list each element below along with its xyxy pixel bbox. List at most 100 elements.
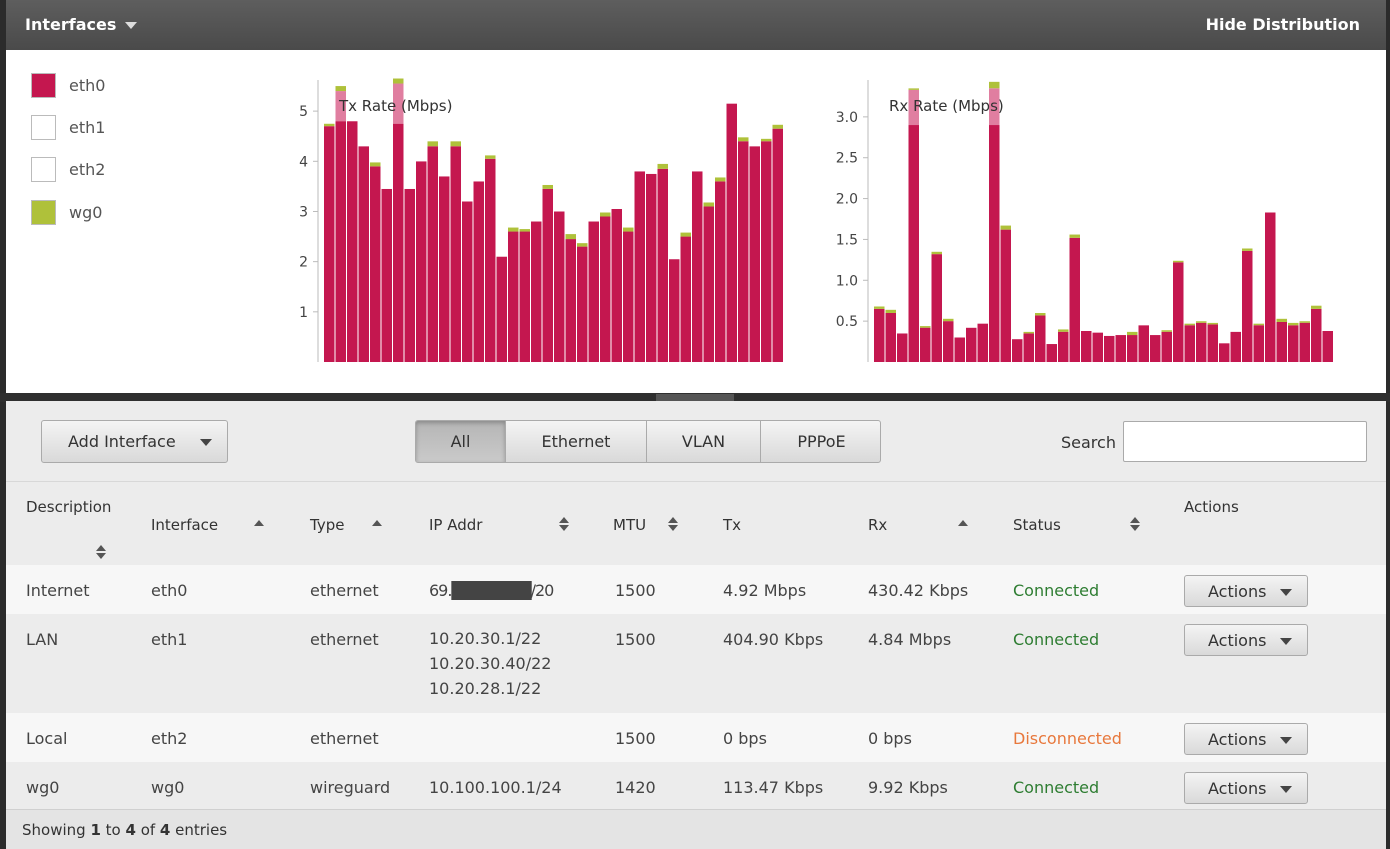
bar-eth0[interactable] (462, 201, 473, 362)
bar-wg0[interactable] (1069, 234, 1081, 238)
bar-eth0[interactable] (772, 128, 784, 362)
bar-eth0[interactable] (565, 239, 577, 362)
bar-eth0[interactable] (1138, 325, 1150, 362)
col-interface[interactable]: Interface (151, 516, 219, 534)
actions-button[interactable]: Actions (1184, 772, 1308, 804)
bar-eth0[interactable] (885, 312, 897, 362)
bar-wg0[interactable] (370, 162, 381, 167)
bar-eth0[interactable] (977, 323, 989, 362)
bar-wg0[interactable] (623, 227, 634, 232)
panel-splitter[interactable] (0, 393, 1390, 402)
bar-wg0[interactable] (761, 138, 772, 142)
bar-eth0[interactable] (1265, 212, 1276, 362)
bar-eth0[interactable] (1058, 331, 1069, 362)
filter-vlan[interactable]: VLAN (647, 421, 761, 462)
bar-wg0[interactable] (577, 243, 588, 247)
bar-wg0[interactable] (680, 232, 692, 237)
bar-eth0[interactable] (1092, 332, 1104, 362)
bar-eth0[interactable] (1207, 324, 1219, 362)
bar-eth0[interactable] (646, 173, 657, 362)
bar-eth0[interactable] (1230, 331, 1242, 362)
bar-wg0[interactable] (324, 123, 335, 127)
bar-eth0[interactable] (1104, 335, 1115, 362)
bar-wg0[interactable] (1242, 248, 1253, 251)
filter-ethernet[interactable]: Ethernet (506, 421, 647, 462)
bar-wg0[interactable] (874, 306, 885, 309)
bar-eth0[interactable] (1035, 315, 1046, 362)
hide-distribution-link[interactable]: Hide Distribution (1205, 15, 1360, 34)
bar-wg0[interactable] (1253, 323, 1265, 326)
bar-eth0[interactable] (1161, 331, 1173, 362)
bar-eth0[interactable] (1046, 344, 1058, 362)
actions-button[interactable]: Actions (1184, 624, 1308, 656)
col-type[interactable]: Type (310, 516, 345, 534)
bar-eth0[interactable] (1311, 308, 1322, 362)
bar-eth0[interactable] (1276, 321, 1288, 362)
bar-wg0[interactable] (1288, 322, 1299, 326)
bar-wg0[interactable] (1184, 323, 1196, 326)
bar-eth0[interactable] (1150, 335, 1161, 362)
filter-pppoe[interactable]: PPPoE (797, 432, 846, 451)
bar-eth0[interactable] (1000, 229, 1012, 362)
bar-eth0[interactable] (416, 161, 427, 362)
bar-wg0[interactable] (1196, 321, 1207, 323)
bar-eth0[interactable] (761, 141, 772, 362)
bar-wg0[interactable] (1173, 260, 1184, 263)
bar-wg0[interactable] (1035, 312, 1046, 316)
bar-eth0[interactable] (1299, 322, 1311, 362)
bar-wg0[interactable] (335, 86, 347, 92)
bar-eth0[interactable] (1184, 325, 1196, 362)
bar-wg0[interactable] (600, 212, 611, 217)
bar-wg0[interactable] (908, 88, 920, 90)
bar-eth0[interactable] (738, 141, 749, 362)
bar-eth0[interactable] (634, 171, 646, 362)
bar-eth0[interactable] (669, 259, 680, 362)
bar-wg0[interactable] (542, 184, 554, 189)
col-status[interactable]: Status (1013, 516, 1061, 534)
bar-wg0[interactable] (920, 326, 931, 328)
bar-eth0[interactable] (966, 327, 977, 362)
bar-eth0[interactable] (954, 337, 966, 362)
bar-eth0[interactable] (920, 327, 931, 362)
bar-wg0[interactable] (1299, 321, 1311, 323)
bar-wg0[interactable] (885, 309, 897, 313)
bar-wg0[interactable] (1276, 318, 1288, 322)
chevron-down-icon[interactable] (125, 22, 137, 29)
bar-eth0-highlight[interactable] (908, 89, 920, 126)
bar-eth0[interactable] (943, 321, 954, 362)
bar-eth0[interactable] (1127, 335, 1138, 362)
bar-eth0[interactable] (1288, 325, 1299, 362)
bar-eth0[interactable] (427, 146, 439, 362)
bar-wg0[interactable] (657, 163, 669, 169)
bar-eth0[interactable] (1253, 325, 1265, 362)
bar-eth0[interactable] (577, 246, 588, 362)
col-ip-addr[interactable]: IP Addr (429, 516, 483, 534)
bar-wg0[interactable] (1058, 329, 1069, 332)
col-mtu[interactable]: MTU (613, 516, 647, 534)
bar-wg0[interactable] (772, 124, 784, 129)
bar-wg0[interactable] (427, 141, 439, 147)
bar-eth0[interactable] (450, 146, 462, 362)
bar-eth0[interactable] (439, 176, 450, 362)
bar-eth0[interactable] (335, 121, 347, 362)
bar-eth0[interactable] (324, 126, 335, 362)
bar-eth0[interactable] (542, 188, 554, 362)
bar-eth0[interactable] (496, 256, 508, 362)
bar-wg0[interactable] (393, 78, 404, 84)
bar-wg0[interactable] (1311, 305, 1322, 309)
bar-eth0[interactable] (600, 216, 611, 362)
bar-eth0[interactable] (657, 168, 669, 362)
bar-eth0[interactable] (931, 254, 943, 362)
col-rx[interactable]: Rx (868, 516, 888, 534)
bar-eth0[interactable] (680, 236, 692, 362)
col-description[interactable]: Description (26, 498, 112, 516)
bar-eth0[interactable] (1322, 330, 1334, 362)
filter-all[interactable]: All (416, 421, 506, 462)
bar-eth0[interactable] (1012, 339, 1023, 362)
bar-wg0[interactable] (1207, 322, 1219, 325)
bar-wg0[interactable] (943, 318, 954, 322)
bar-eth0-highlight[interactable] (989, 88, 1000, 126)
bar-eth0[interactable] (473, 181, 485, 362)
bar-eth0[interactable] (1196, 322, 1207, 362)
bar-eth0[interactable] (485, 158, 496, 362)
